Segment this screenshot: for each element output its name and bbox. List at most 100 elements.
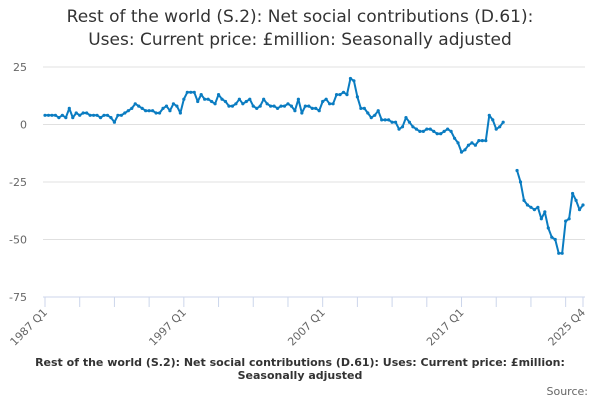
data-point [126,109,130,113]
data-point [262,97,266,101]
data-point [248,97,252,101]
chart-title-line-1: Rest of the world (S.2): Net social cont… [66,7,534,27]
y-tick-label: 0 [20,119,27,132]
data-point [550,235,554,239]
data-point [164,104,169,108]
data-point [53,113,58,117]
data-point [376,109,380,113]
data-point [380,118,384,122]
data-point [373,113,377,117]
data-point [85,111,89,115]
data-point [147,109,151,113]
data-point [140,106,144,110]
data-point [393,120,398,124]
data-point [71,116,75,120]
data-point [501,120,505,124]
data-point [334,93,339,97]
data-point [331,102,335,106]
data-point [574,198,578,202]
data-point [546,226,550,230]
data-point [182,97,186,101]
series-line [45,77,504,154]
data-point [480,139,484,143]
data-point [230,104,235,108]
data-point [362,106,366,110]
data-point [400,125,405,129]
data-point [369,116,373,120]
data-point [473,143,477,147]
data-point [265,102,269,106]
data-point [463,148,467,152]
data-point [171,102,176,106]
data-point [359,106,363,110]
data-point [421,129,425,133]
data-point [407,120,412,124]
data-point [251,104,255,108]
data-point [338,93,342,97]
data-point [64,116,68,120]
data-point [199,93,203,97]
data-point [227,104,231,108]
y-tick-label: -75 [9,291,27,304]
data-point [452,136,457,140]
data-point [210,99,214,104]
data-point [102,113,106,117]
data-point [98,116,103,120]
data-point [387,118,391,122]
data-point [67,106,71,110]
data-point [196,99,200,104]
data-point [213,102,217,106]
data-point [425,127,429,131]
data-point [303,104,307,108]
data-point [272,104,276,108]
data-point [321,99,325,104]
data-point [91,113,96,117]
data-point [151,109,155,113]
data-point [286,102,290,106]
data-point [553,237,557,242]
data-point [404,116,408,120]
data-point [133,102,137,106]
data-point [414,127,418,131]
data-point [144,109,148,113]
data-point [78,113,82,117]
x-tick-label: 1987 Q1 [8,306,51,349]
data-point [366,111,370,115]
data-point [154,111,158,115]
data-point [456,141,460,145]
data-point [529,205,533,209]
data-point [449,129,453,133]
data-point [216,93,221,97]
x-tick-label: 2007 Q1 [285,306,328,349]
data-point [536,205,540,209]
data-point [123,111,127,115]
data-point [237,97,241,101]
chart-title-line-2: Uses: Current price: £million: Seasonall… [88,30,512,50]
data-point [310,106,314,110]
data-point [390,120,394,124]
data-point [560,251,564,255]
source-label: Source: [546,385,589,398]
data-point [328,102,332,106]
data-point [539,217,543,221]
data-point [95,113,99,117]
data-point [234,102,238,106]
data-point [383,118,387,122]
data-point [189,90,193,94]
data-point [161,106,165,110]
data-point [157,111,162,115]
data-point [348,76,353,81]
data-point [275,106,280,110]
data-point [46,113,51,117]
data-point [428,127,432,131]
data-point [112,120,117,124]
data-point [435,132,439,136]
data-point [317,109,321,113]
data-point [116,113,120,117]
data-point [109,116,113,120]
data-point [466,143,471,147]
data-point [491,118,495,122]
data-point [442,129,446,133]
data-point [175,104,179,108]
